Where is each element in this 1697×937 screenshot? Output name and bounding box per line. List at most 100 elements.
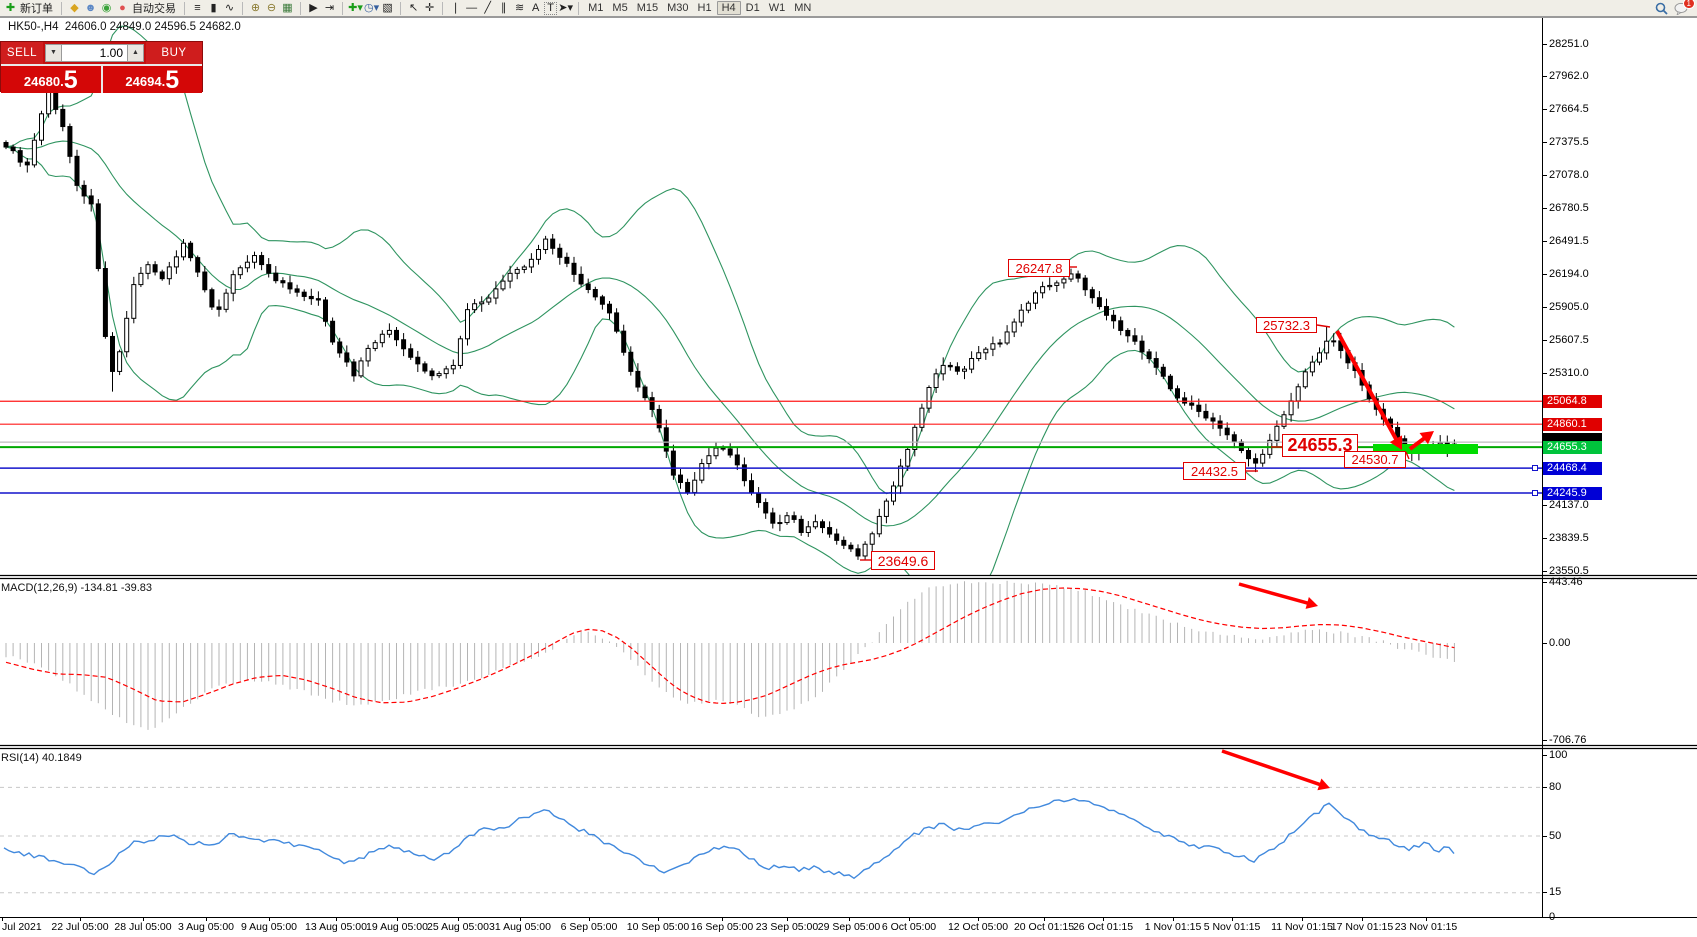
new-order-label[interactable]: 新订单 [20, 3, 53, 15]
buy-button[interactable]: BUY [146, 42, 202, 64]
price-annotation[interactable]: 24655.3 [1282, 434, 1358, 457]
time-tick-mark [80, 917, 81, 921]
search-icon[interactable] [1655, 2, 1668, 15]
axis-price-marker: 25064.8 [1543, 394, 1602, 408]
price-annotation[interactable]: 24432.5 [1183, 462, 1246, 480]
time-label: 10 Sep 05:00 [626, 921, 690, 933]
time-tick-mark [658, 917, 659, 921]
price-tick-mark [1543, 208, 1547, 210]
price-tick-mark [1543, 274, 1547, 276]
volume-increase-button[interactable]: ▲ [127, 44, 144, 62]
axis-price-marker: 24860.1 [1543, 417, 1602, 431]
time-tick-mark [2, 917, 3, 921]
profile-icon[interactable]: ☻ [84, 1, 97, 14]
price-tick-mark [1543, 306, 1547, 308]
toolbar-separator [61, 1, 62, 15]
price-tick-mark [1543, 504, 1547, 506]
time-label: 9 Aug 05:00 [240, 921, 298, 933]
new-order-icon[interactable]: ✚ [5, 1, 16, 14]
price-tick-label: 27664.5 [1549, 103, 1589, 116]
quotes-icon[interactable]: ◆ [70, 1, 79, 14]
tile-windows-icon[interactable]: ▦ [282, 1, 293, 14]
time-label: 29 Sep 05:00 [817, 921, 881, 933]
zoom-out-icon[interactable]: ⊖ [266, 1, 277, 14]
macd-tick-label: -706.76 [1549, 733, 1587, 746]
chart-shift-icon[interactable]: ⇥ [324, 1, 335, 14]
chat-icon[interactable]: 1 [1674, 0, 1695, 16]
channel-icon[interactable]: ∥ [500, 1, 507, 14]
tab-w1[interactable]: W1 [768, 2, 786, 14]
price-annotation[interactable]: 25732.3 [1256, 317, 1317, 333]
arrows-tool-icon[interactable]: ➤▾ [558, 1, 573, 14]
bar-chart-icon[interactable]: ≡ [194, 1, 201, 14]
time-tick-mark [206, 917, 207, 921]
tab-mn[interactable]: MN [794, 2, 812, 14]
time-label: 17 Nov 01:15 [1330, 921, 1394, 933]
buy-price[interactable]: 24694 . 5 [102, 66, 202, 94]
price-tick-label: 27375.5 [1549, 135, 1589, 148]
rsi-tick-label: 50 [1549, 829, 1562, 842]
indicators-icon[interactable]: ✚▾ [348, 1, 363, 14]
autotrading-icon[interactable]: ● [119, 1, 126, 14]
crosshair-icon[interactable]: ✛ [425, 1, 435, 14]
tab-m5[interactable]: M5 [612, 2, 628, 14]
text-icon[interactable]: A [531, 1, 540, 14]
price-annotation[interactable]: 24530.7 [1344, 451, 1406, 468]
buy-price-sep: . [161, 74, 166, 89]
time-tick-mark [1426, 917, 1427, 921]
hline-drag-handle[interactable] [1532, 490, 1538, 497]
toolbar-separator [342, 1, 343, 15]
auto-scroll-icon[interactable]: ▶ [309, 1, 318, 14]
candlestick-chart-icon[interactable]: ▮ [210, 1, 217, 14]
signal-icon[interactable]: ◉ [101, 1, 112, 14]
tab-h4[interactable]: H4 [716, 1, 741, 15]
time-tick-mark [1232, 917, 1233, 921]
periods-icon[interactable]: ◷▾ [364, 1, 380, 14]
sell-button[interactable]: SELL [1, 42, 43, 64]
text-label-icon[interactable]: T [544, 1, 558, 15]
sell-price[interactable]: 24680 . 5 [1, 66, 103, 93]
buy-price-dec: 5 [165, 66, 180, 94]
price-tick-mark [1543, 373, 1547, 375]
price-tick-mark [1543, 109, 1547, 111]
tab-h1[interactable]: H1 [697, 2, 712, 14]
time-label: 13 Aug 05:00 [305, 921, 367, 933]
line-chart-icon[interactable]: ∿ [224, 1, 235, 14]
price-tick-mark [1543, 175, 1547, 176]
vertical-line-icon[interactable]: ❘ [451, 1, 461, 14]
time-label: 20 Oct 01:15 [1013, 921, 1075, 933]
chat-badge: 1 [1682, 0, 1695, 9]
one-click-trading-panel: SELL ▼ 1.00 ▲ BUY 24680 . 5 24694 . 5 [0, 41, 203, 94]
cursor-icon[interactable]: ↖ [409, 1, 419, 14]
hline-drag-handle[interactable] [1532, 465, 1538, 472]
time-tick-mark [1362, 917, 1363, 921]
tab-m1[interactable]: M1 [588, 2, 604, 14]
time-tick-mark [397, 917, 398, 921]
horizontal-line-icon[interactable]: ― [466, 1, 478, 14]
price-annotation[interactable]: 26247.8 [1008, 259, 1070, 277]
price-tick-label: 26491.5 [1549, 234, 1589, 247]
time-tick-mark [1044, 917, 1045, 921]
time-label: 12 Oct 05:00 [947, 921, 1009, 933]
volume-input[interactable]: 1.00 [62, 44, 127, 62]
fibonacci-icon[interactable]: ≋ [515, 1, 525, 14]
tab-m30[interactable]: M30 [667, 2, 689, 14]
toolbar-separator [400, 1, 402, 15]
zoom-in-icon[interactable]: ⊕ [250, 1, 261, 14]
trendline-icon[interactable]: ╱ [484, 1, 491, 14]
tab-m15[interactable]: M15 [636, 2, 659, 14]
volume-stepper: ▼ 1.00 ▲ [45, 44, 144, 62]
price-tick-label: 27962.0 [1549, 69, 1589, 82]
price-tick-label: 24137.0 [1549, 498, 1589, 511]
volume-decrease-button[interactable]: ▼ [45, 44, 62, 62]
time-label: 22 Jul 05:00 [51, 921, 109, 933]
tab-d1[interactable]: D1 [745, 2, 760, 14]
price-tick-mark [1543, 43, 1547, 45]
autotrading-label[interactable]: 自动交易 [132, 3, 176, 15]
templates-icon[interactable]: ▧ [382, 1, 393, 14]
toolbar-separator [300, 1, 301, 15]
rsi-tick-label: 15 [1549, 886, 1562, 899]
time-tick-mark [520, 917, 521, 921]
price-annotation[interactable]: 23649.6 [871, 551, 935, 570]
